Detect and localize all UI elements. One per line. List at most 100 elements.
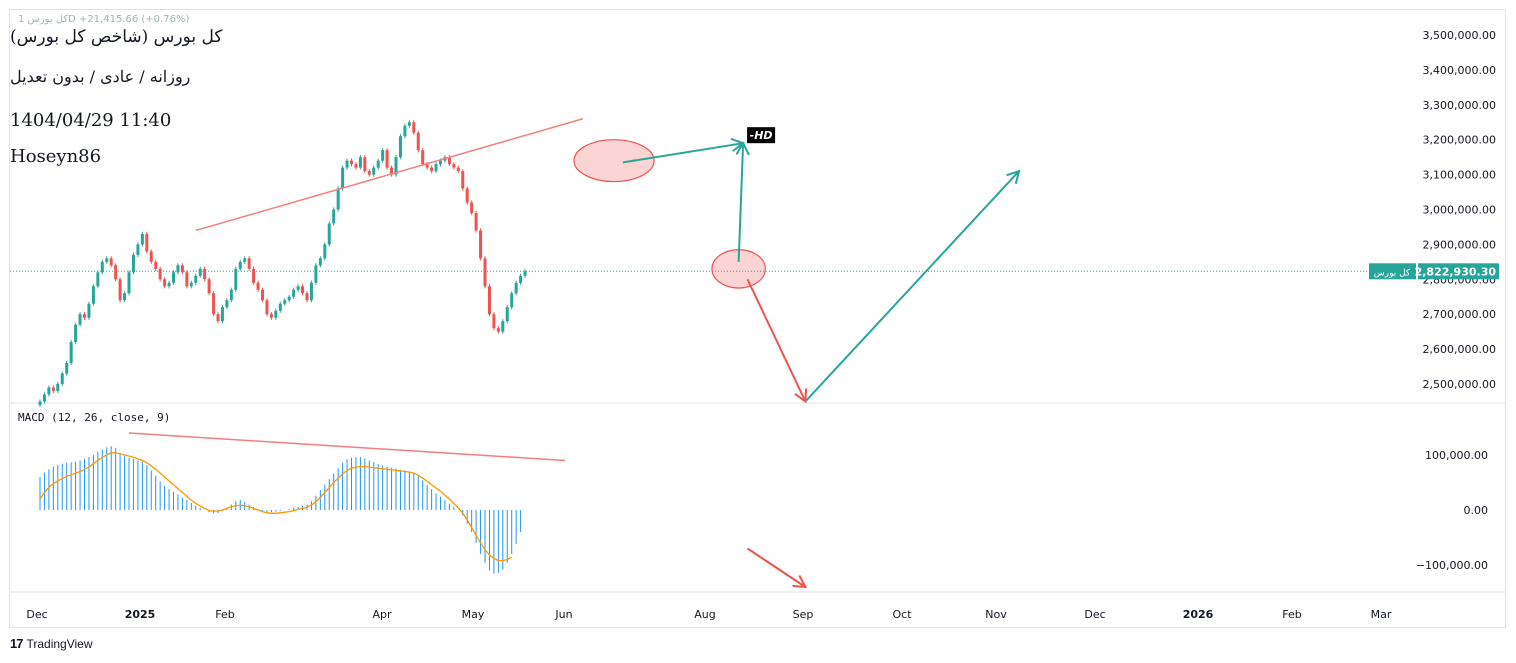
- price-candle: [38, 401, 42, 405]
- price-candle: [123, 293, 127, 301]
- price-candle: [301, 286, 305, 294]
- price-candle: [492, 314, 496, 329]
- price-candle: [203, 268, 207, 280]
- time-axis-label: Apr: [372, 608, 392, 621]
- price-candle: [109, 258, 113, 266]
- price-candle: [421, 150, 425, 165]
- price-candle: [167, 282, 171, 287]
- price-axis-tick-label: 2,500,000.00: [1423, 378, 1496, 391]
- price-candle: [439, 160, 442, 165]
- price-candle: [269, 314, 273, 318]
- price-candle: [354, 164, 358, 168]
- legend-ghost: کل بورس 1D +21,415.66 (+0.76%): [18, 14, 190, 25]
- price-candle: [154, 261, 158, 269]
- price-axis-tick-label: 3,300,000.00: [1423, 99, 1496, 112]
- price-candle: [412, 122, 416, 133]
- price-candle: [407, 122, 411, 126]
- price-axis-tick-label: 3,400,000.00: [1423, 64, 1496, 77]
- time-axis-label: Aug: [694, 608, 715, 621]
- macd-arrow-red: [746, 547, 806, 588]
- macd-axis-tick-label: 0.00: [1464, 504, 1489, 517]
- price-candle: [100, 261, 104, 273]
- price-candle: [470, 202, 474, 213]
- price-candle: [216, 314, 220, 322]
- price-candle: [496, 328, 500, 332]
- price-candle: [265, 300, 269, 315]
- price-candle: [91, 286, 95, 304]
- price-candle: [229, 289, 233, 301]
- price-candle: [172, 272, 175, 283]
- price-candle: [479, 230, 483, 259]
- price-candle: [514, 282, 518, 294]
- price-candle: [501, 321, 505, 332]
- price-candle: [87, 303, 91, 318]
- chart-subtitle: روزانه / عادی / بدون تعدیل: [10, 67, 191, 86]
- price-candle: [323, 244, 327, 259]
- projection-arrow-green-head: [1006, 169, 1021, 184]
- price-axis-tick-label: 3,500,000.00: [1423, 29, 1496, 42]
- price-candle: [336, 188, 340, 210]
- price-candle: [363, 157, 367, 172]
- time-axis-label: Mar: [1371, 608, 1392, 621]
- price-candle: [394, 157, 398, 175]
- price-candle: [447, 157, 451, 165]
- price-candle: [296, 286, 300, 290]
- price-axis-tick-label: 3,200,000.00: [1423, 134, 1496, 147]
- price-candle: [176, 265, 180, 273]
- price-candle: [332, 209, 336, 224]
- price-candle: [185, 272, 189, 287]
- price-candle: [243, 258, 247, 262]
- time-axis-label: Dec: [26, 608, 47, 621]
- price-candle: [327, 223, 331, 245]
- price-candle: [136, 244, 140, 255]
- price-candle: [51, 387, 55, 391]
- price-candle: [198, 268, 202, 276]
- time-axis-label: Feb: [1282, 608, 1301, 621]
- current-price-tag: [1418, 263, 1499, 280]
- macd-arrow-red-head: [792, 575, 808, 589]
- price-candle: [65, 363, 69, 374]
- tradingview-brand-label: TradingView: [26, 636, 93, 651]
- chart-author: Hoseyn86: [10, 146, 102, 167]
- price-candle: [434, 164, 438, 172]
- price-trendline: [195, 118, 584, 232]
- price-candle: [163, 279, 167, 287]
- projection-arrow-green: [737, 143, 745, 262]
- price-axis-tick-label: 3,000,000.00: [1423, 204, 1496, 217]
- price-candle: [74, 324, 78, 343]
- price-candle: [487, 286, 491, 315]
- price-axis-tick-label: 2,700,000.00: [1423, 308, 1496, 321]
- projection-arrow-red: [746, 278, 807, 402]
- price-candle: [314, 265, 318, 283]
- price-candle: [292, 289, 296, 297]
- time-axis-label: May: [462, 608, 485, 621]
- price-candle: [372, 167, 376, 175]
- price-candle: [505, 307, 509, 322]
- projection-arrow-red-head: [794, 388, 808, 404]
- time-axis-label: Oct: [892, 608, 912, 621]
- price-candle: [252, 268, 256, 283]
- price-candle: [127, 272, 131, 294]
- price-candle: [287, 296, 291, 301]
- tradingview-brand[interactable]: 17 TradingView: [10, 636, 93, 651]
- price-candle: [96, 272, 100, 287]
- macd-trendline: [128, 432, 566, 462]
- price-candle: [140, 233, 144, 245]
- symbol-axis-tag-text: کل بورس: [1374, 268, 1411, 278]
- price-axis-tick-label: 2,600,000.00: [1423, 343, 1496, 356]
- symbol-axis-tag: [1369, 263, 1416, 280]
- price-candle: [145, 233, 149, 252]
- price-candle: [47, 387, 51, 395]
- hd-badge-text: -HD: [750, 129, 773, 142]
- price-axis-tick-label: 3,100,000.00: [1423, 169, 1496, 182]
- price-candle: [425, 164, 429, 168]
- price-candle: [114, 265, 118, 280]
- price-candle: [256, 282, 260, 290]
- price-candle: [158, 268, 162, 280]
- price-candle: [318, 258, 322, 266]
- price-candle: [247, 258, 251, 269]
- time-axis-label: 2025: [125, 608, 156, 621]
- price-candle: [261, 289, 264, 301]
- price-candle: [452, 164, 456, 168]
